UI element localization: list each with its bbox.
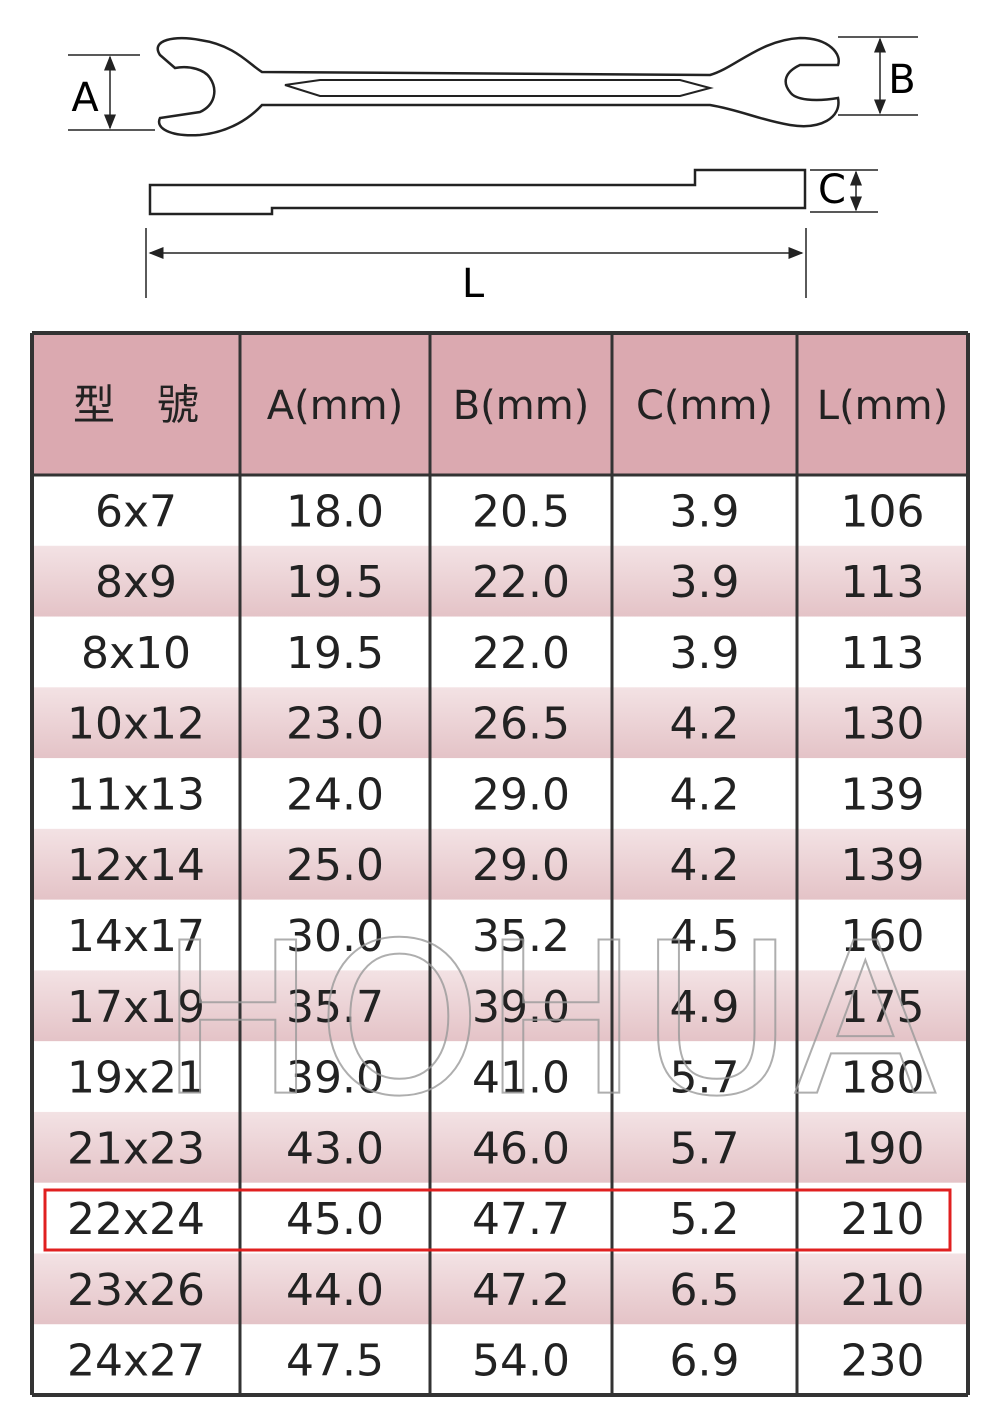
table-cell: 4.9 [670,982,740,1033]
table-cell: 5.7 [670,1053,740,1104]
table-cell: 24.0 [286,769,384,820]
table-cell: 24x27 [67,1336,205,1387]
table-cell: 3.9 [670,628,740,679]
table-cell: 54.0 [472,1336,570,1387]
wrench-slot [284,79,714,97]
table-cell: 230 [841,1336,925,1387]
table-cell: 46.0 [472,1123,570,1174]
header-cell: L(mm) [817,383,948,429]
table-cell: 130 [841,699,925,750]
row-bg [32,687,968,759]
table-cell: 5.7 [670,1123,740,1174]
table-cell: 113 [841,628,925,679]
table-cell: 39.0 [472,982,570,1033]
table-cell: 6.9 [670,1336,740,1387]
table-cell: 47.2 [472,1265,570,1316]
table-cell: 4.2 [670,769,740,820]
wrench-side-view [148,168,807,216]
dim-label: C [818,167,846,213]
table-cell: 12x14 [67,840,205,891]
table-cell: 210 [841,1265,925,1316]
highlight-box [43,1188,952,1252]
table-cell: 19x21 [67,1053,205,1104]
table-cell: 113 [841,557,925,608]
table-cell: 29.0 [472,840,570,891]
row-bg [32,828,968,900]
table-cell: 19.5 [286,628,384,679]
table-cell: 29.0 [472,769,570,820]
dim-label: B [888,57,915,103]
table-cell: 4.5 [670,911,740,962]
dimension-lines [68,36,918,298]
table-cell: 47.5 [286,1336,384,1387]
header-cell: C(mm) [636,383,773,429]
dim-label: L [462,261,485,307]
table-cell: 180 [841,1053,925,1104]
dim-label: A [71,75,99,121]
table-cell: 190 [841,1123,925,1174]
row-bg [32,545,968,617]
watermark: HOHUA [159,898,937,1143]
table-cell: 23.0 [286,699,384,750]
table-cell: 22x24 [67,1194,205,1245]
table-cell: 47.7 [472,1194,570,1245]
table-cell: 210 [841,1194,925,1245]
header-bg [32,333,968,475]
row-bg [32,1253,968,1325]
wrench-diagram [148,36,840,216]
table-cell: 106 [841,486,925,537]
table-cell: 41.0 [472,1053,570,1104]
spec-table: 型 號 A(mm) B(mm) C(mm) L(mm) 6x7 18.0 20.5 3.9 106… [30,331,970,1397]
table-cell: 139 [841,840,925,891]
table-cell: 44.0 [286,1265,384,1316]
table-cell: 39.0 [286,1053,384,1104]
table-cell: 17x19 [67,982,205,1033]
table-cell: 5.2 [670,1194,740,1245]
table-cell: 6.5 [670,1265,740,1316]
table-cell: 43.0 [286,1123,384,1174]
row-bg [32,1111,968,1183]
table-cell: 3.9 [670,486,740,537]
table-cell: 20.5 [472,486,570,537]
table-cell: 8x10 [81,628,191,679]
table-cell: 175 [841,982,925,1033]
table-cell: 19.5 [286,557,384,608]
table-cell: 4.2 [670,840,740,891]
header-cell: A(mm) [267,383,404,429]
table-cell: 35.7 [286,982,384,1033]
table-cell: 11x13 [67,769,205,820]
wrench-top-view [156,36,840,137]
table-cell: 10x12 [67,699,205,750]
header-cell: 型 號 [73,381,199,430]
table-cell: 8x9 [95,557,177,608]
row-bg [32,970,968,1042]
table-cell: 23x26 [67,1265,205,1316]
table-cell: 35.2 [472,911,570,962]
header-cell: B(mm) [453,383,590,429]
table-cell: 22.0 [472,628,570,679]
table-cell: 160 [841,911,925,962]
table-cell: 22.0 [472,557,570,608]
table-cell: 26.5 [472,699,570,750]
table-cell: 18.0 [286,486,384,537]
table-cell: 30.0 [286,911,384,962]
table-cell: 25.0 [286,840,384,891]
table-cell: 14x17 [67,911,205,962]
table-cell: 6x7 [95,486,177,537]
table-cell: 45.0 [286,1194,384,1245]
table-cell: 139 [841,769,925,820]
table-cell: 21x23 [67,1123,205,1174]
table-cell: 4.2 [670,699,740,750]
table-cell: 3.9 [670,557,740,608]
